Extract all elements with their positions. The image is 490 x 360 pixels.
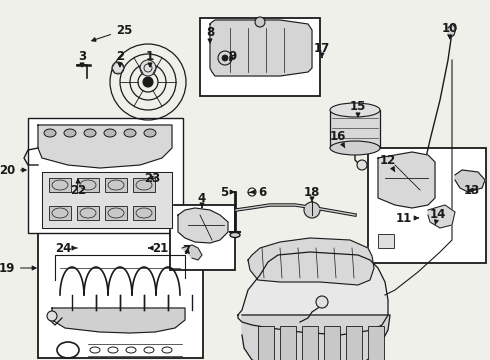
Text: 12: 12 <box>380 153 396 172</box>
Text: 17: 17 <box>314 41 330 57</box>
Ellipse shape <box>330 141 380 155</box>
Bar <box>38 228 203 358</box>
Text: 9: 9 <box>228 49 236 63</box>
Ellipse shape <box>64 129 76 137</box>
Bar <box>105 206 127 220</box>
Polygon shape <box>238 252 388 335</box>
Text: 18: 18 <box>304 185 320 201</box>
Polygon shape <box>428 205 455 228</box>
Polygon shape <box>378 152 435 208</box>
Bar <box>133 206 155 220</box>
Ellipse shape <box>84 129 96 137</box>
Ellipse shape <box>330 103 380 117</box>
Bar <box>302 326 318 360</box>
Polygon shape <box>42 172 172 228</box>
Circle shape <box>357 160 367 170</box>
Polygon shape <box>38 125 172 168</box>
Text: 22: 22 <box>70 179 86 197</box>
Bar <box>170 205 235 270</box>
Circle shape <box>143 77 153 87</box>
Bar <box>200 18 320 96</box>
Text: 1: 1 <box>146 49 154 67</box>
Text: 25: 25 <box>92 23 132 41</box>
Text: 6: 6 <box>251 185 266 198</box>
Bar <box>49 206 71 220</box>
Circle shape <box>304 202 320 218</box>
Text: 21: 21 <box>149 242 168 255</box>
Polygon shape <box>248 238 374 285</box>
Text: 8: 8 <box>206 26 214 43</box>
Text: 23: 23 <box>144 171 160 184</box>
Bar <box>368 148 486 263</box>
Bar <box>49 178 71 192</box>
Bar <box>346 326 362 360</box>
Text: 19: 19 <box>0 261 36 274</box>
Text: 16: 16 <box>330 130 346 148</box>
Bar <box>258 326 274 360</box>
Bar <box>280 326 296 360</box>
Text: 4: 4 <box>198 192 206 207</box>
Ellipse shape <box>124 129 136 137</box>
Bar <box>77 178 99 192</box>
Text: 7: 7 <box>182 243 190 256</box>
Ellipse shape <box>44 129 56 137</box>
Polygon shape <box>448 24 456 38</box>
Circle shape <box>255 17 265 27</box>
Circle shape <box>316 296 328 308</box>
Bar <box>105 178 127 192</box>
Bar <box>378 234 394 248</box>
Circle shape <box>222 55 228 61</box>
Polygon shape <box>182 245 202 260</box>
Bar <box>324 326 340 360</box>
Ellipse shape <box>230 233 240 238</box>
Text: 11: 11 <box>396 211 418 225</box>
Text: 20: 20 <box>0 163 26 176</box>
Text: 15: 15 <box>350 99 366 117</box>
Polygon shape <box>210 20 312 76</box>
Polygon shape <box>112 63 124 73</box>
Bar <box>330 110 380 148</box>
Polygon shape <box>52 308 185 333</box>
Polygon shape <box>178 208 228 243</box>
Polygon shape <box>455 170 485 192</box>
Bar <box>368 326 384 360</box>
Circle shape <box>47 311 57 321</box>
Circle shape <box>112 62 124 74</box>
Text: 14: 14 <box>430 208 446 224</box>
Bar <box>28 118 183 233</box>
Text: 10: 10 <box>442 22 458 39</box>
Bar <box>133 178 155 192</box>
Text: 24: 24 <box>55 242 77 255</box>
Text: 5: 5 <box>220 185 234 198</box>
Text: 3: 3 <box>78 49 86 67</box>
Ellipse shape <box>104 129 116 137</box>
Ellipse shape <box>144 129 156 137</box>
Text: 2: 2 <box>116 49 124 67</box>
Bar <box>77 206 99 220</box>
Polygon shape <box>242 315 390 360</box>
Circle shape <box>140 60 156 76</box>
Text: 13: 13 <box>464 184 480 197</box>
